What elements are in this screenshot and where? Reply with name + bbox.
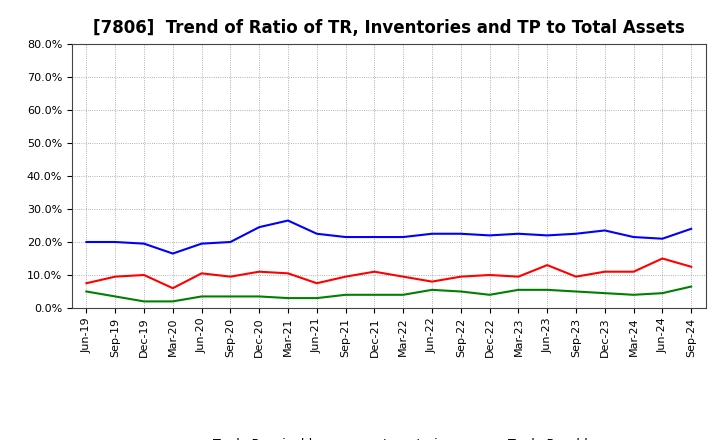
Trade Receivables bbox=[140, 272, 148, 278]
Trade Payables bbox=[600, 290, 609, 296]
Inventories bbox=[600, 228, 609, 233]
Inventories bbox=[428, 231, 436, 236]
Trade Receivables bbox=[658, 256, 667, 261]
Trade Payables bbox=[82, 289, 91, 294]
Trade Payables bbox=[111, 294, 120, 299]
Trade Payables bbox=[255, 294, 264, 299]
Inventories bbox=[255, 224, 264, 230]
Inventories bbox=[629, 235, 638, 240]
Trade Payables bbox=[341, 292, 350, 297]
Inventories bbox=[197, 241, 206, 246]
Inventories bbox=[312, 231, 321, 236]
Trade Receivables bbox=[399, 274, 408, 279]
Trade Receivables bbox=[514, 274, 523, 279]
Trade Payables bbox=[370, 292, 379, 297]
Trade Payables bbox=[140, 299, 148, 304]
Trade Payables bbox=[658, 290, 667, 296]
Trade Receivables bbox=[168, 286, 177, 291]
Trade Payables bbox=[485, 292, 494, 297]
Trade Receivables bbox=[687, 264, 696, 269]
Legend: Trade Receivables, Inventories, Trade Payables: Trade Receivables, Inventories, Trade Pa… bbox=[170, 433, 608, 440]
Trade Receivables bbox=[600, 269, 609, 275]
Inventories bbox=[514, 231, 523, 236]
Trade Payables bbox=[687, 284, 696, 289]
Line: Trade Receivables: Trade Receivables bbox=[86, 259, 691, 288]
Trade Payables bbox=[514, 287, 523, 293]
Trade Receivables bbox=[341, 274, 350, 279]
Inventories bbox=[399, 235, 408, 240]
Inventories bbox=[572, 231, 580, 236]
Trade Payables bbox=[456, 289, 465, 294]
Trade Receivables bbox=[111, 274, 120, 279]
Trade Receivables bbox=[456, 274, 465, 279]
Trade Receivables bbox=[82, 281, 91, 286]
Inventories bbox=[485, 233, 494, 238]
Inventories bbox=[226, 239, 235, 245]
Trade Payables bbox=[284, 296, 292, 301]
Trade Payables bbox=[197, 294, 206, 299]
Inventories bbox=[82, 239, 91, 245]
Inventories bbox=[168, 251, 177, 256]
Trade Payables bbox=[629, 292, 638, 297]
Trade Payables bbox=[428, 287, 436, 293]
Inventories bbox=[456, 231, 465, 236]
Inventories bbox=[341, 235, 350, 240]
Trade Receivables bbox=[543, 262, 552, 268]
Trade Receivables bbox=[197, 271, 206, 276]
Trade Receivables bbox=[485, 272, 494, 278]
Inventories bbox=[140, 241, 148, 246]
Trade Receivables bbox=[284, 271, 292, 276]
Line: Trade Payables: Trade Payables bbox=[86, 286, 691, 301]
Inventories bbox=[658, 236, 667, 241]
Trade Payables bbox=[312, 296, 321, 301]
Inventories bbox=[111, 239, 120, 245]
Trade Receivables bbox=[428, 279, 436, 284]
Trade Receivables bbox=[312, 281, 321, 286]
Trade Payables bbox=[543, 287, 552, 293]
Trade Payables bbox=[168, 299, 177, 304]
Line: Inventories: Inventories bbox=[86, 220, 691, 253]
Inventories bbox=[543, 233, 552, 238]
Trade Receivables bbox=[370, 269, 379, 275]
Trade Receivables bbox=[226, 274, 235, 279]
Inventories bbox=[284, 218, 292, 223]
Trade Receivables bbox=[629, 269, 638, 275]
Trade Receivables bbox=[255, 269, 264, 275]
Inventories bbox=[370, 235, 379, 240]
Trade Payables bbox=[572, 289, 580, 294]
Inventories bbox=[687, 226, 696, 231]
Trade Payables bbox=[226, 294, 235, 299]
Title: [7806]  Trend of Ratio of TR, Inventories and TP to Total Assets: [7806] Trend of Ratio of TR, Inventories… bbox=[93, 19, 685, 37]
Trade Receivables bbox=[572, 274, 580, 279]
Trade Payables bbox=[399, 292, 408, 297]
